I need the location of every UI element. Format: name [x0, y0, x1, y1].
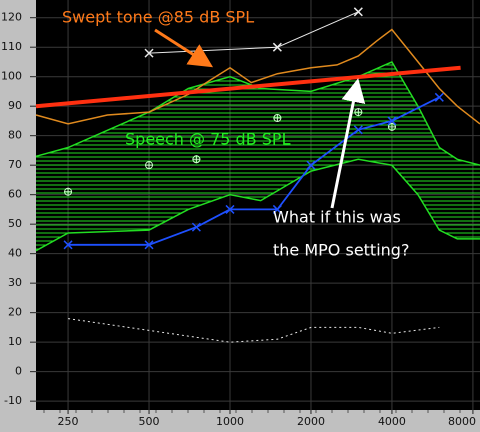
point-marker: [272, 42, 282, 52]
target-cross: [273, 113, 282, 122]
x-tick-label: 2000: [297, 415, 325, 428]
point-marker: [272, 204, 282, 214]
point-marker: [434, 92, 444, 102]
x-tick-label: 250: [58, 415, 79, 428]
y-tick-label: 80: [8, 129, 22, 142]
point-marker: [387, 116, 397, 126]
y-tick-label: 0: [15, 365, 22, 378]
y-tick-label: 60: [8, 188, 22, 201]
y-tick-label: 50: [8, 217, 22, 230]
y-tick-label: 90: [8, 99, 22, 112]
annotation-arrow: [330, 78, 366, 209]
point-marker: [144, 240, 154, 250]
target-cross: [64, 187, 73, 196]
point-marker: [353, 7, 363, 17]
point-marker: [63, 240, 73, 250]
y-tick-label: 70: [8, 158, 22, 171]
y-tick-label: 40: [8, 247, 22, 260]
speech-band-lower: [35, 158, 480, 252]
target-cross: [145, 161, 154, 170]
y-tick-label: 10: [8, 335, 22, 348]
target-marker: [64, 187, 73, 196]
target-cross: [354, 108, 363, 117]
annotation: Speech @ 75 dB SPL: [125, 130, 291, 149]
target-marker: [273, 113, 282, 122]
y-tick-label: 30: [8, 276, 22, 289]
target-marker: [354, 108, 363, 117]
target-cross: [192, 155, 201, 164]
y-tick-label: 100: [1, 70, 22, 83]
y-tick-label: -10: [4, 394, 22, 407]
speech-band: [36, 61, 480, 251]
point-marker: [306, 160, 316, 170]
annotation: What if this was: [273, 208, 401, 227]
point-marker: [225, 204, 235, 214]
y-tick-label: 120: [1, 11, 22, 24]
x-tick-label: 500: [139, 415, 160, 428]
target-marker: [387, 122, 396, 131]
target-marker: [145, 161, 154, 170]
series-line: [35, 65, 461, 109]
annotation: Swept tone @85 dB SPL: [62, 8, 254, 27]
x-tick-label: 8000: [448, 415, 476, 428]
x-tick-label: 4000: [378, 415, 406, 428]
target-marker: [192, 155, 201, 164]
x-tick-label: 1000: [216, 415, 244, 428]
series-line: [68, 318, 440, 343]
target-cross: [387, 122, 396, 131]
annotation-arrow: [154, 28, 214, 68]
annotation: the MPO setting?: [273, 241, 409, 260]
series-line: [35, 28, 480, 125]
point-marker: [191, 222, 201, 232]
y-tick-label: 110: [1, 40, 22, 53]
point-marker: [144, 48, 154, 58]
point-marker: [353, 125, 363, 135]
y-tick-label: 20: [8, 306, 22, 319]
